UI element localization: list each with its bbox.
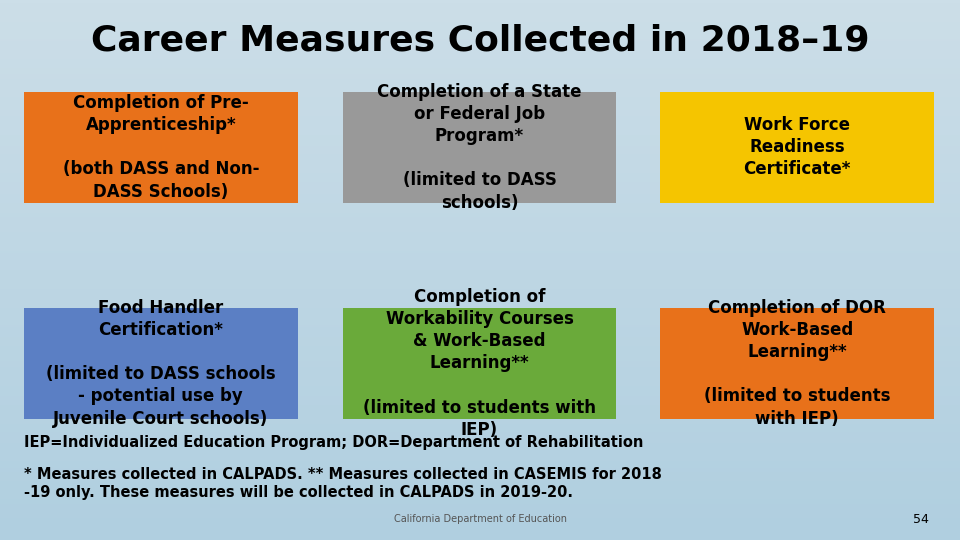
Text: Completion of Pre-
Apprenticeship*

(both DASS and Non-
DASS Schools): Completion of Pre- Apprenticeship* (both… (62, 94, 259, 200)
FancyBboxPatch shape (24, 92, 298, 202)
Text: Work Force
Readiness
Certificate*: Work Force Readiness Certificate* (744, 116, 851, 178)
Text: Career Measures Collected in 2018–19: Career Measures Collected in 2018–19 (90, 24, 870, 57)
FancyBboxPatch shape (343, 92, 616, 202)
FancyBboxPatch shape (660, 308, 934, 418)
Text: Completion of
Workability Courses
& Work-Based
Learning**

(limited to students : Completion of Workability Courses & Work… (363, 287, 596, 438)
Text: Completion of DOR
Work-Based
Learning**

(limited to students
with IEP): Completion of DOR Work-Based Learning** … (704, 299, 891, 428)
FancyBboxPatch shape (24, 308, 298, 418)
Text: 54: 54 (913, 513, 929, 526)
FancyBboxPatch shape (343, 308, 616, 418)
Text: Completion of a State
or Federal Job
Program*

(limited to DASS
schools): Completion of a State or Federal Job Pro… (377, 83, 582, 212)
Text: California Department of Education: California Department of Education (394, 515, 566, 524)
FancyBboxPatch shape (660, 92, 934, 202)
Text: * Measures collected in CALPADS. ** Measures collected in CASEMIS for 2018
-19 o: * Measures collected in CALPADS. ** Meas… (24, 467, 661, 500)
Text: Food Handler
Certification*

(limited to DASS schools
- potential use by
Juvenil: Food Handler Certification* (limited to … (46, 299, 276, 428)
Text: IEP=Individualized Education Program; DOR=Department of Rehabilitation: IEP=Individualized Education Program; DO… (24, 435, 643, 450)
